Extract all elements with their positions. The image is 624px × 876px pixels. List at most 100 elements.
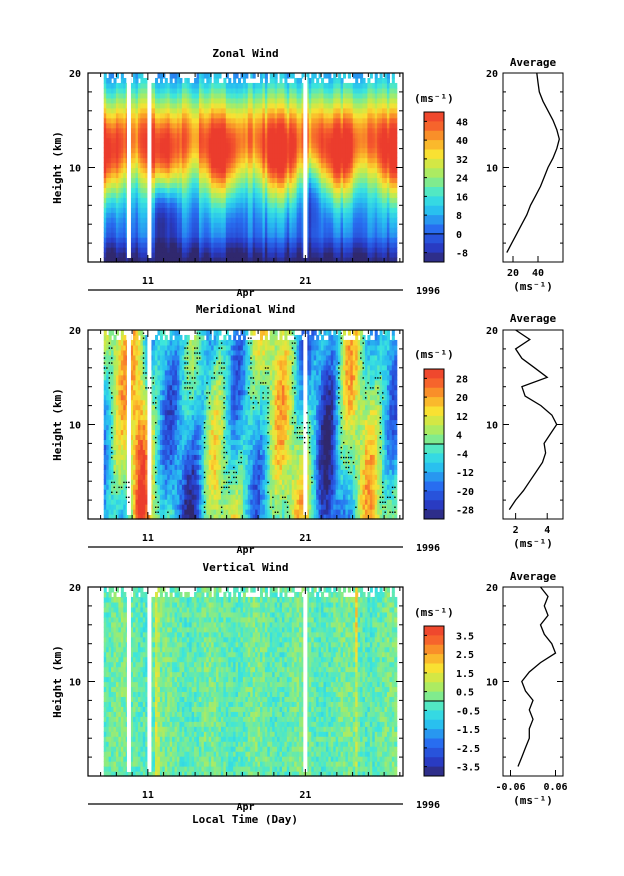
heatmap-cell [245, 117, 249, 124]
heatmap-cell [220, 172, 224, 179]
heatmap-cell [257, 137, 261, 144]
heatmap-cell [230, 87, 234, 94]
heatmap-cell [269, 82, 273, 89]
colorbar-segment [424, 168, 444, 179]
colorbar-segment [424, 252, 444, 263]
heatmap-cell [208, 162, 212, 169]
heatmap-cell [230, 152, 234, 159]
heatmap-cell [196, 147, 200, 154]
heatmap-cell [230, 177, 234, 184]
heatmap-cell [394, 247, 398, 253]
heatmap-cell [272, 87, 276, 94]
heatmap-cell [264, 202, 268, 208]
heatmap-cell [238, 122, 242, 129]
heatmap-cell [286, 187, 290, 193]
heatmap-cell [111, 172, 115, 179]
heatmap-cell [206, 157, 210, 164]
heatmap-cell [150, 122, 154, 129]
heatmap-cell [140, 97, 144, 104]
heatmap-cell [220, 257, 224, 263]
heatmap-cell [186, 157, 190, 164]
heatmap-cell [274, 77, 278, 84]
heatmap-cell [140, 247, 144, 253]
heatmap-cell [115, 172, 119, 179]
heatmap-cell [137, 117, 141, 124]
heatmap-cell [194, 107, 198, 114]
heatmap-cell [213, 157, 217, 164]
heatmap-cell [223, 242, 227, 248]
heatmap-cell [306, 142, 310, 149]
heatmap-cell [196, 222, 200, 228]
heatmap-cell [140, 162, 144, 169]
heatmap-cell [133, 142, 137, 149]
heatmap-cell [272, 232, 276, 238]
heatmap-cell [240, 242, 244, 248]
heatmap-cell [235, 82, 239, 89]
heatmap-cell [218, 142, 222, 149]
heatmap-cell [284, 162, 288, 169]
heatmap-cell [291, 222, 295, 228]
heatmap-cell [208, 247, 212, 253]
heatmap-cell [189, 242, 193, 248]
heatmap-cell [286, 152, 290, 159]
heatmap-cell [242, 197, 246, 203]
heatmap-cell [301, 97, 305, 104]
heatmap-cell [167, 212, 171, 218]
profile-title: Average [510, 56, 557, 69]
heatmap-cell [152, 152, 156, 159]
heatmap-cell [174, 247, 178, 253]
heatmap-cell [213, 252, 217, 258]
heatmap-cell [228, 232, 232, 238]
heatmap-cell [157, 212, 161, 218]
heatmap-cell [255, 167, 259, 174]
heatmap-cell [189, 192, 193, 198]
heatmap-cell [277, 102, 281, 109]
heatmap-cell [274, 212, 278, 218]
heatmap-cell [123, 142, 127, 149]
heatmap-cell [140, 227, 144, 233]
heatmap-cell [176, 227, 181, 233]
heatmap-cell [135, 207, 139, 213]
heatmap-cell [106, 207, 110, 213]
heatmap-cell [281, 237, 285, 243]
heatmap-cell [255, 227, 259, 233]
heatmap-cell [255, 207, 259, 213]
heatmap-cell [299, 232, 303, 238]
heatmap-cell [189, 122, 193, 129]
heatmap-cell [196, 212, 200, 218]
heatmap-cell [262, 172, 266, 179]
heatmap-cell [242, 112, 246, 119]
heatmap-cell [189, 167, 193, 174]
heatmap-cell [189, 127, 193, 134]
heatmap-cell [164, 92, 168, 99]
heatmap-cell [203, 237, 207, 243]
heatmap-cell [235, 242, 239, 248]
heatmap-cell [259, 242, 264, 248]
heatmap-cell [306, 222, 310, 228]
heatmap-cell [296, 97, 300, 104]
heatmap-cell [208, 217, 212, 223]
heatmap-cell [174, 177, 178, 184]
heatmap-cell [284, 82, 288, 89]
heatmap-cell [296, 152, 300, 159]
heatmap-cell [120, 82, 124, 89]
heatmap-cell [196, 87, 200, 94]
heatmap-cell [176, 132, 181, 139]
heatmap-cell [279, 87, 283, 94]
heatmap-cell [286, 122, 290, 129]
heatmap-cell [155, 117, 159, 124]
heatmap-cell [286, 212, 290, 218]
heatmap-cell [216, 202, 220, 208]
heatmap-cell [118, 147, 122, 154]
heatmap-cell [155, 167, 159, 174]
heatmap-cell [155, 132, 159, 139]
heatmap-cell [228, 112, 232, 119]
heatmap-cell [115, 122, 119, 129]
heatmap-cell [120, 192, 124, 198]
heatmap-cell [113, 237, 117, 243]
heatmap-cell [264, 132, 268, 139]
heatmap-cell [291, 247, 295, 253]
heatmap-cell [181, 127, 185, 134]
heatmap-cell [120, 212, 124, 218]
heatmap-cell [113, 97, 117, 104]
